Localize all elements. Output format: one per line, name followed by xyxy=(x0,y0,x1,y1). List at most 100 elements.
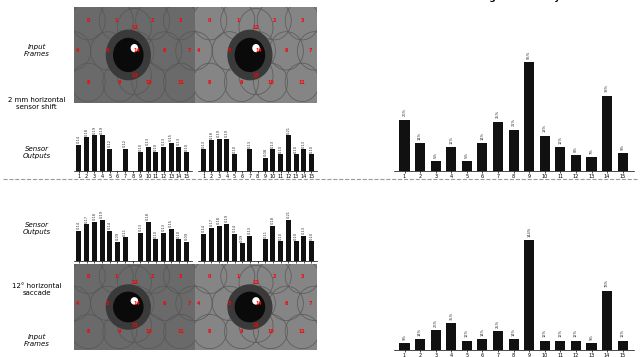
Bar xyxy=(524,240,534,350)
Text: 8: 8 xyxy=(86,80,90,85)
Bar xyxy=(232,233,237,261)
Text: 12° horizontal
saccade: 12° horizontal saccade xyxy=(12,283,61,296)
Bar xyxy=(540,136,550,171)
Text: 0.17: 0.17 xyxy=(84,215,89,223)
Bar xyxy=(301,149,306,171)
Bar xyxy=(493,331,503,350)
Bar xyxy=(294,241,298,261)
Circle shape xyxy=(253,45,259,51)
Text: 18%: 18% xyxy=(543,124,547,132)
Text: 8: 8 xyxy=(86,329,90,334)
Bar xyxy=(123,149,127,171)
Bar xyxy=(240,243,244,261)
Text: 0: 0 xyxy=(208,274,211,279)
Circle shape xyxy=(106,285,150,329)
Text: 5: 5 xyxy=(106,301,109,306)
Text: 0.09: 0.09 xyxy=(240,233,244,242)
Text: 0.14: 0.14 xyxy=(108,221,112,229)
Text: 3: 3 xyxy=(301,274,304,279)
Text: 0.15: 0.15 xyxy=(169,133,173,141)
Bar xyxy=(462,341,472,350)
Bar xyxy=(286,135,291,171)
Bar xyxy=(225,224,229,261)
Text: 5: 5 xyxy=(228,301,231,306)
Text: 0.11: 0.11 xyxy=(263,230,268,238)
Bar xyxy=(493,122,503,171)
Text: 1: 1 xyxy=(115,274,118,279)
Circle shape xyxy=(236,39,264,71)
Bar xyxy=(602,96,612,171)
Bar xyxy=(618,341,628,350)
Text: 21%: 21% xyxy=(511,118,516,126)
Bar xyxy=(138,233,143,261)
Bar xyxy=(146,147,150,171)
Bar xyxy=(161,147,166,171)
Text: 7%: 7% xyxy=(589,149,593,154)
Text: 6: 6 xyxy=(285,48,288,53)
Circle shape xyxy=(114,39,143,71)
Text: Input
Frames: Input Frames xyxy=(24,334,50,347)
Text: Input
Frames: Input Frames xyxy=(24,44,50,57)
Text: 12: 12 xyxy=(253,25,259,30)
Text: 0.13: 0.13 xyxy=(138,223,143,231)
Text: 26%: 26% xyxy=(403,108,406,116)
Text: 14%: 14% xyxy=(418,132,422,140)
Text: 25%: 25% xyxy=(496,110,500,118)
Text: 0.18: 0.18 xyxy=(271,216,275,224)
Text: Sensor
Outputs: Sensor Outputs xyxy=(23,146,51,159)
Bar xyxy=(286,220,291,261)
Text: 0.10: 0.10 xyxy=(138,143,143,151)
Text: 0.10: 0.10 xyxy=(278,232,283,240)
Bar xyxy=(556,147,565,171)
Text: 4: 4 xyxy=(76,301,79,306)
Bar xyxy=(415,339,425,350)
Circle shape xyxy=(236,292,264,322)
Text: 0.17: 0.17 xyxy=(209,218,214,226)
Bar xyxy=(399,343,410,350)
Text: 9: 9 xyxy=(118,329,122,334)
Text: 0.12: 0.12 xyxy=(123,139,127,147)
Bar xyxy=(431,330,441,350)
Text: 6: 6 xyxy=(163,48,166,53)
Bar xyxy=(477,144,488,171)
Bar xyxy=(477,339,488,350)
Text: 9: 9 xyxy=(239,329,243,334)
Text: 0.13: 0.13 xyxy=(271,140,275,147)
Text: 9%: 9% xyxy=(621,144,625,150)
Text: 0: 0 xyxy=(86,18,90,23)
Text: 12%: 12% xyxy=(543,330,547,337)
Bar xyxy=(301,236,306,261)
Bar xyxy=(202,233,206,261)
Text: 2: 2 xyxy=(151,274,154,279)
Bar xyxy=(309,154,314,171)
Text: 5%: 5% xyxy=(434,152,438,158)
Text: 3: 3 xyxy=(179,274,182,279)
Bar xyxy=(446,147,456,171)
Text: 0.19: 0.19 xyxy=(92,126,97,134)
Text: 7: 7 xyxy=(188,48,191,53)
Text: 0.14: 0.14 xyxy=(77,221,81,229)
Text: 12%: 12% xyxy=(558,330,563,337)
Bar xyxy=(618,154,628,171)
Circle shape xyxy=(253,298,259,304)
Bar xyxy=(77,145,81,171)
Bar xyxy=(209,228,214,261)
Text: 35%: 35% xyxy=(449,312,453,320)
Text: 0.10: 0.10 xyxy=(232,145,237,153)
Bar xyxy=(586,343,596,350)
Text: 12%: 12% xyxy=(574,330,578,337)
Text: 10: 10 xyxy=(268,329,274,334)
Bar xyxy=(100,135,104,171)
Text: 0.10: 0.10 xyxy=(309,145,314,153)
Text: 0.18: 0.18 xyxy=(92,212,97,221)
Title: Normalized Absolute Changes
in Signal Intensity: Normalized Absolute Changes in Signal In… xyxy=(437,0,590,2)
Text: 0.08: 0.08 xyxy=(263,148,268,156)
Bar xyxy=(446,323,456,350)
Text: 14%: 14% xyxy=(481,132,484,140)
Text: 0.13: 0.13 xyxy=(161,137,166,145)
Text: 2: 2 xyxy=(151,18,154,23)
Circle shape xyxy=(114,292,143,322)
Bar xyxy=(202,149,206,171)
Text: 4: 4 xyxy=(197,301,200,306)
Text: 8%: 8% xyxy=(574,146,578,152)
